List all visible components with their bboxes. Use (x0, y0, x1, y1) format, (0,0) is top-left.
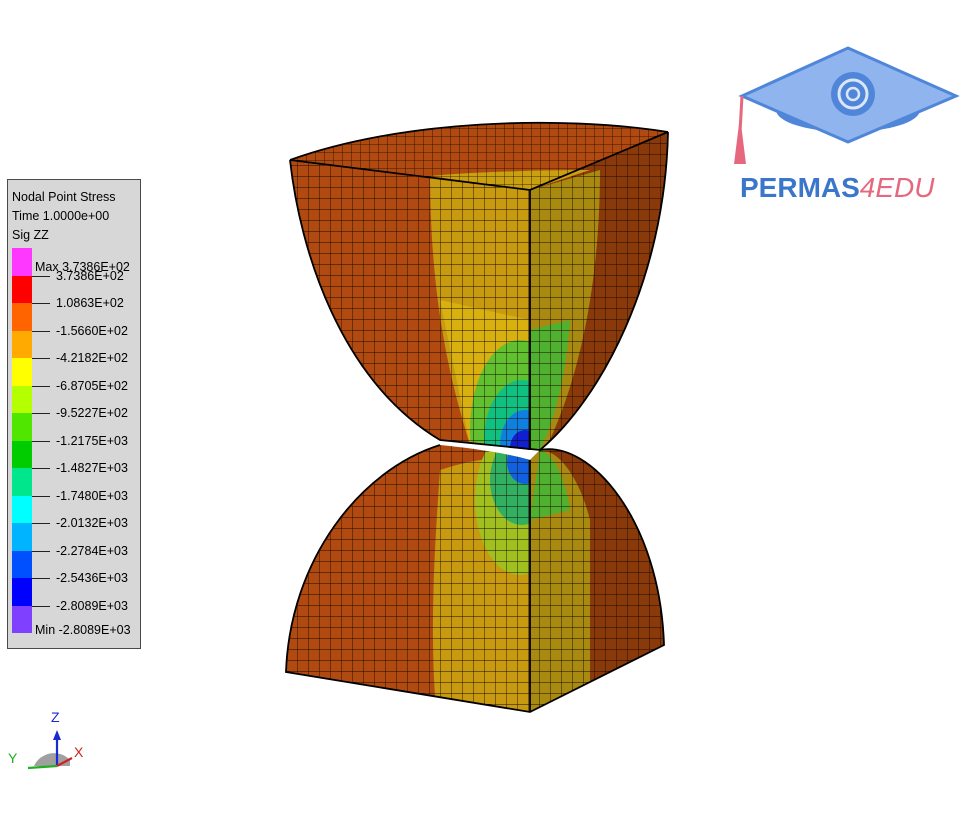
legend-swatch (12, 330, 32, 358)
legend-level-label: 1.0863E+02 (56, 296, 124, 310)
legend-time: Time 1.0000e+00 (12, 209, 110, 223)
legend-level-label: 3.7386E+02 (56, 268, 124, 283)
legend-tick (32, 413, 50, 414)
legend-swatch (12, 550, 32, 578)
legend-tick (32, 468, 50, 469)
fem-mesh-model (285, 121, 669, 713)
legend-tick (32, 440, 50, 442)
legend-level-label: -2.8089E+03 (56, 598, 128, 613)
legend-level-label: -2.0132E+03 (56, 516, 128, 530)
legend-tick (32, 550, 50, 552)
legend-swatch (12, 605, 32, 633)
legend-level-label: -6.8705E+02 (56, 378, 128, 393)
legend-level-label: -9.5227E+02 (56, 406, 128, 420)
legend-tick (32, 495, 50, 497)
legend-level-label: -1.2175E+03 (56, 433, 128, 448)
legend-swatch (12, 523, 32, 551)
logo-text-4edu: 4EDU (859, 172, 935, 203)
legend-swatch (12, 468, 32, 496)
logo-wordmark: PERMAS4EDU (740, 172, 935, 204)
legend-component: Sig ZZ (12, 228, 49, 242)
legend-level-label: -2.5436E+03 (56, 571, 128, 585)
legend-swatch (12, 385, 32, 413)
legend-level-label: -2.2784E+03 (56, 543, 128, 558)
stress-legend: Nodal Point Stress Time 1.0000e+00 Sig Z… (7, 179, 141, 649)
legend-title: Nodal Point Stress (12, 190, 116, 204)
legend-swatch (12, 248, 32, 276)
legend-swatch (12, 303, 32, 331)
logo-text-permas: PERMAS (740, 172, 860, 203)
legend-color-scale (12, 248, 32, 633)
legend-tick (32, 303, 50, 304)
legend-level-label: -4.2182E+02 (56, 351, 128, 365)
legend-tick (32, 523, 50, 524)
legend-tick (32, 578, 50, 579)
legend-swatch (12, 578, 32, 606)
legend-tick (32, 385, 50, 387)
legend-level-label: -1.5660E+02 (56, 323, 128, 338)
legend-swatch (12, 440, 32, 468)
legend-min-label: Min -2.8089E+03 (35, 623, 131, 637)
legend-tick (32, 330, 50, 332)
axis-triad: Z Y X (0, 700, 100, 780)
legend-level-label: -1.7480E+03 (56, 488, 128, 503)
legend-swatch (12, 413, 32, 441)
legend-swatch (12, 495, 32, 523)
permas4edu-logo (734, 46, 960, 164)
legend-swatch (12, 275, 32, 303)
legend-level-label: -1.4827E+03 (56, 461, 128, 475)
axis-x-label: X (74, 744, 84, 760)
legend-tick (32, 358, 50, 359)
legend-max-label: Max 3.7386E+02 (35, 260, 130, 274)
axis-y-label: Y (8, 750, 18, 766)
legend-tick (32, 605, 50, 607)
legend-swatch (12, 358, 32, 386)
axis-z-label: Z (51, 709, 60, 725)
legend-tick (32, 275, 50, 277)
